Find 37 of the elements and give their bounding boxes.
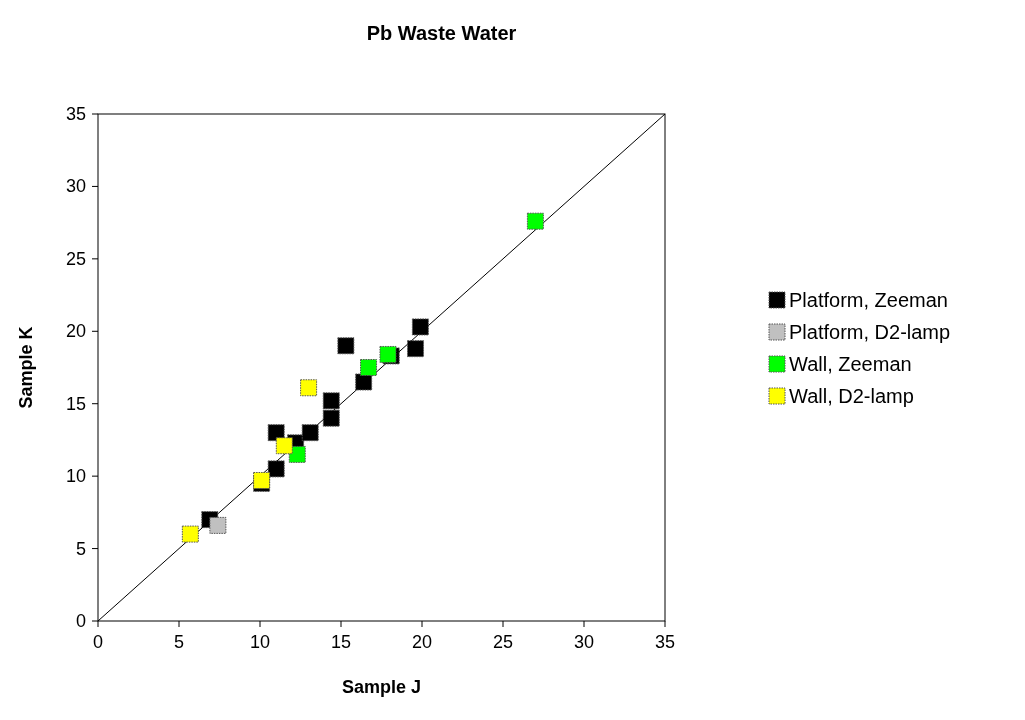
x-tick-label: 25 (492, 632, 514, 652)
x-tick-label: 10 (249, 632, 271, 652)
point (411, 318, 429, 336)
point (300, 379, 318, 397)
point (181, 525, 199, 543)
point (322, 392, 340, 410)
point (275, 437, 293, 455)
legend-label: Platform, D2-lamp (789, 321, 951, 343)
point (209, 516, 227, 534)
x-tick-label: 35 (654, 632, 676, 652)
y-tick-label: 30 (65, 176, 86, 197)
y-tick-label: 35 (65, 104, 86, 124)
x-tick-label: 15 (330, 632, 352, 652)
legend-label: Wall, Zeeman (789, 353, 912, 375)
legend-label: Platform, Zeeman (789, 289, 948, 311)
x-tick-label: 30 (573, 632, 595, 652)
y-tick-label: 0 (75, 611, 86, 631)
legend-label: Wall, D2-lamp (789, 385, 914, 407)
x-tick-label: 20 (411, 632, 433, 652)
chart-title: Pb Waste Water (366, 22, 517, 44)
point (355, 373, 373, 391)
x-tick-label: 5 (173, 632, 185, 652)
point (267, 460, 285, 478)
y-tick-label: 10 (65, 466, 86, 487)
point (360, 359, 378, 376)
x-axis-title: Sample J (341, 677, 422, 697)
y-axis-title: Sample K (16, 326, 36, 409)
y-tick-label: 5 (75, 538, 86, 559)
point (322, 409, 340, 427)
x-tick-label: 0 (92, 632, 104, 652)
point (526, 212, 544, 230)
y-tick-label: 15 (65, 393, 86, 414)
point (301, 424, 319, 442)
y-tick-label: 25 (65, 248, 86, 269)
point (407, 340, 425, 358)
point (337, 337, 355, 355)
y-tick-label: 20 (65, 321, 86, 342)
